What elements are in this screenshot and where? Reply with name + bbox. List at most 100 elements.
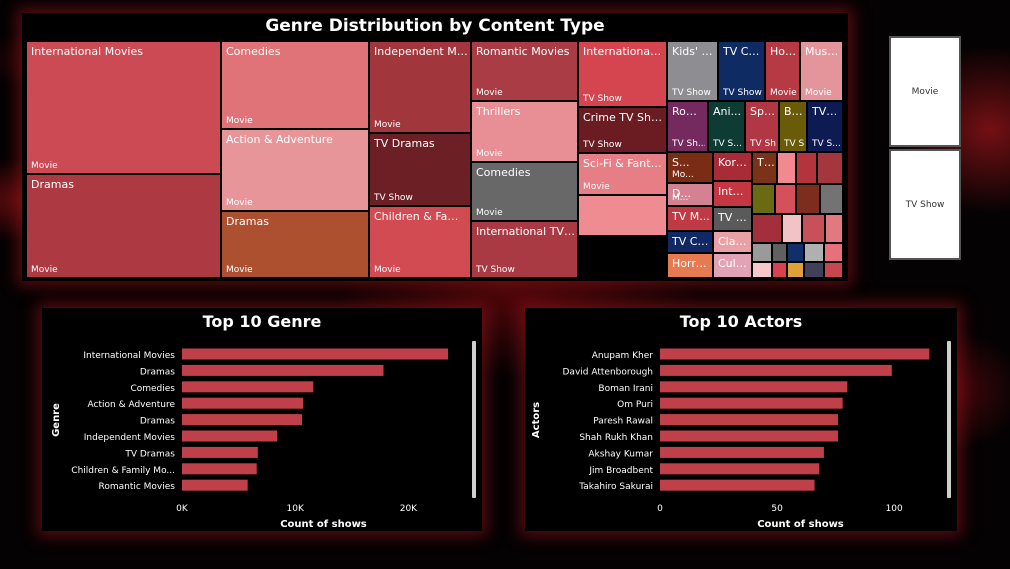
treemap-tile[interactable]: [777, 152, 796, 184]
treemap-tile[interactable]: Korea...: [713, 152, 752, 181]
treemap-title: Genre Distribution by Content Type: [265, 16, 605, 36]
treemap-tile[interactable]: Dramas Movie: [26, 174, 221, 278]
treemap-tile-type: Movie: [770, 88, 797, 98]
treemap-tile[interactable]: TV M...: [667, 206, 713, 231]
top-actors-panel: Top 10 Actors Anupam Kher David Attenboro…: [525, 308, 957, 531]
treemap-panel: International Movies Movie Dramas Movie Come…: [22, 13, 848, 281]
treemap-tile-type: Movie: [805, 88, 832, 98]
treemap-tile-type: Movie: [374, 265, 401, 275]
treemap-tile[interactable]: Romantic Movies Movie: [471, 41, 578, 101]
treemap-tile[interactable]: [752, 184, 775, 214]
treemap-tile[interactable]: Thril...: [752, 152, 777, 184]
treemap-tile[interactable]: [772, 243, 787, 262]
treemap-tile[interactable]: [787, 243, 804, 262]
bar[interactable]: [182, 348, 449, 360]
scrollbar[interactable]: [947, 341, 951, 498]
treemap-tile[interactable]: Independent Mov... Movie: [369, 41, 471, 133]
treemap-tile[interactable]: International TV Sho... TV Show: [471, 221, 578, 278]
treemap-tile-type: TV Sh...: [784, 139, 804, 149]
treemap-tile[interactable]: Ani... TV S...: [708, 101, 745, 152]
bar[interactable]: [182, 397, 304, 409]
bar[interactable]: [660, 479, 815, 491]
bar[interactable]: [182, 430, 278, 442]
treemap-tile[interactable]: Comedies Movie: [471, 162, 578, 221]
treemap-tile[interactable]: [752, 243, 772, 262]
treemap-tile[interactable]: [824, 243, 843, 262]
bar[interactable]: [182, 446, 258, 458]
treemap-tile[interactable]: Sci-Fi & Fantasy Movie: [578, 153, 667, 195]
slicer-option-movie[interactable]: Movie: [889, 36, 961, 147]
treemap-tile[interactable]: Thrillers Movie: [471, 101, 578, 162]
treemap-tile[interactable]: TV Comedies TV Show: [718, 41, 765, 101]
treemap-tile[interactable]: S... Mo...: [667, 152, 713, 183]
bar[interactable]: [660, 348, 930, 360]
treemap-tile[interactable]: [804, 243, 824, 262]
slicer-option-tv-show[interactable]: TV Show: [889, 149, 961, 260]
slicer-option-label: TV Show: [905, 199, 945, 210]
treemap-tile[interactable]: Span... TV Sh...: [745, 101, 779, 152]
bar[interactable]: [660, 414, 838, 426]
treemap-tile[interactable]: [787, 262, 804, 278]
treemap-tile[interactable]: D... M...: [667, 183, 713, 206]
treemap-tile[interactable]: Action & Adventure Movie: [221, 129, 369, 211]
treemap-tile[interactable]: International Movies Movie: [26, 41, 221, 174]
treemap-tile[interactable]: Dramas Movie: [221, 211, 369, 278]
treemap-tile[interactable]: Comedies Movie: [221, 41, 369, 129]
treemap-chart[interactable]: International Movies Movie Dramas Movie Come…: [22, 13, 848, 281]
treemap-tile[interactable]: [824, 262, 843, 278]
treemap-tile-label: Korea...: [718, 156, 749, 169]
treemap-tile-type: Movie: [583, 182, 610, 192]
treemap-tile[interactable]: Kids' TV TV Show: [667, 41, 718, 101]
treemap-tile[interactable]: Horror ... Movie: [765, 41, 800, 101]
treemap-tile[interactable]: [825, 214, 843, 243]
treemap-tile[interactable]: Children & Family ... Movie: [369, 206, 471, 278]
treemap-tile[interactable]: Musi... Movie: [800, 41, 843, 101]
treemap-tile-label: TV Dramas: [374, 137, 435, 150]
treemap-tile[interactable]: TV ... TV S...: [807, 101, 843, 152]
treemap-tile[interactable]: Cult...: [713, 253, 752, 278]
treemap-tile[interactable]: [772, 262, 787, 278]
treemap-tile[interactable]: Horro...: [667, 253, 713, 278]
treemap-tile[interactable]: Britis... TV Sh...: [779, 101, 807, 152]
x-tick-label: 10K: [287, 504, 305, 514]
bar[interactable]: [182, 479, 248, 491]
treemap-tile-type: Movie: [31, 265, 58, 275]
treemap-tile[interactable]: Rom... TV Sh...: [667, 101, 708, 152]
treemap-tile[interactable]: [782, 214, 802, 243]
treemap-tile[interactable]: TV Dramas TV Show: [369, 133, 471, 206]
scrollbar[interactable]: [472, 341, 476, 498]
bar[interactable]: [660, 397, 843, 409]
bar[interactable]: [660, 446, 824, 458]
treemap-tile[interactable]: [775, 184, 796, 214]
top-genre-chart[interactable]: International Movies Dramas Comedies Action…: [42, 308, 482, 531]
treemap-tile[interactable]: [796, 152, 817, 184]
treemap-tile-label: Ani...: [713, 105, 742, 118]
treemap-tile[interactable]: [802, 214, 825, 243]
bar[interactable]: [660, 430, 838, 442]
treemap-tile[interactable]: [578, 195, 667, 236]
treemap-tile[interactable]: TV Co...: [667, 231, 713, 253]
bar[interactable]: [182, 463, 257, 475]
treemap-tile-type: Movie: [226, 265, 253, 275]
treemap-tile-label: Sci-Fi & Fantasy: [583, 157, 664, 170]
treemap-tile[interactable]: TV D...: [713, 207, 752, 231]
bar[interactable]: [660, 381, 848, 393]
treemap-tile[interactable]: Intern...: [713, 181, 752, 207]
bar[interactable]: [182, 414, 302, 426]
treemap-tile[interactable]: [752, 262, 772, 278]
treemap-tile[interactable]: [796, 184, 820, 214]
treemap-tile[interactable]: Crime TV Shows TV Show: [578, 107, 667, 153]
top-actors-chart[interactable]: Anupam Kher David Attenborough Boman Irani…: [525, 308, 957, 531]
category-label: Akshay Kumar: [588, 449, 653, 459]
bar[interactable]: [660, 364, 892, 376]
bar[interactable]: [660, 463, 820, 475]
treemap-tile[interactable]: Clas...: [713, 231, 752, 253]
bar[interactable]: [182, 364, 384, 376]
x-axis-label: Count of shows: [757, 519, 844, 530]
treemap-tile[interactable]: [820, 184, 843, 214]
treemap-tile[interactable]: [804, 262, 824, 278]
bar[interactable]: [182, 381, 314, 393]
treemap-tile[interactable]: [752, 214, 782, 243]
treemap-tile[interactable]: [817, 152, 843, 184]
treemap-tile[interactable]: International T... TV Show: [578, 41, 667, 107]
